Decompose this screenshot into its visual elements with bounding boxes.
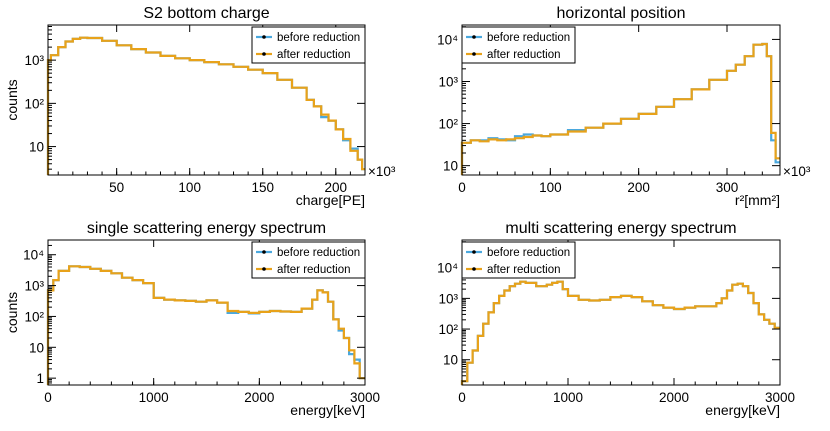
y-tick-label: 10 bbox=[29, 340, 44, 355]
legend-label: before reduction bbox=[487, 247, 570, 259]
y-axis-label: counts bbox=[4, 79, 20, 120]
series-after-reduction bbox=[46, 265, 365, 385]
y-tick-label: 10² bbox=[438, 117, 458, 132]
legend: before reduction after reduction bbox=[461, 26, 576, 64]
x-tick-label: 150 bbox=[251, 180, 274, 195]
legend-marker bbox=[472, 267, 476, 271]
y-tick-label: 10³ bbox=[24, 279, 44, 294]
x-tick-label: 300 bbox=[716, 180, 739, 195]
chart-1: 50 100 150 200 10 10² 10³ S2 bottom charge charg… bbox=[4, 5, 396, 208]
x-tick-label: 3000 bbox=[765, 390, 795, 405]
x-tick-label: 0 bbox=[44, 390, 52, 405]
y-tick-label: 10³ bbox=[24, 53, 44, 68]
x-tick-label: 0 bbox=[458, 180, 466, 195]
legend-label: before reduction bbox=[487, 32, 570, 44]
plot-frame bbox=[47, 24, 366, 176]
legend-marker bbox=[262, 35, 266, 39]
series-before-reduction bbox=[460, 42, 780, 175]
y-tick-label: 10² bbox=[438, 322, 458, 337]
x-tick-label: 0 bbox=[458, 390, 466, 405]
legend-label: after reduction bbox=[487, 49, 561, 61]
legend-label: before reduction bbox=[277, 32, 360, 44]
legend-marker bbox=[262, 52, 266, 56]
legend-box bbox=[251, 26, 366, 64]
legend-marker bbox=[472, 52, 476, 56]
plot-frame bbox=[47, 239, 366, 386]
legend-marker bbox=[472, 35, 476, 39]
legend: before reduction after reduction bbox=[251, 26, 366, 64]
x-tick-label: 200 bbox=[325, 180, 348, 195]
legend-box bbox=[461, 26, 576, 64]
x-tick-label: 3000 bbox=[350, 390, 380, 405]
chart-title: single scattering energy spectrum bbox=[87, 220, 326, 237]
legend-label: after reduction bbox=[277, 49, 351, 61]
chart-title: horizontal position bbox=[557, 5, 686, 22]
x-multiplier-label: ×10³ bbox=[783, 164, 811, 179]
legend-marker bbox=[472, 250, 476, 254]
y-tick-label: 10³ bbox=[438, 74, 458, 89]
y-axis-label: counts bbox=[4, 292, 20, 333]
x-axis-label: energy[keV] bbox=[290, 402, 365, 418]
series-after-reduction bbox=[460, 280, 780, 385]
x-tick-label: 2000 bbox=[244, 390, 274, 405]
chart-4: 0 1000 2000 3000 10 10² 10³ 10⁴ multi scattering… bbox=[437, 220, 795, 418]
plot-frame bbox=[461, 239, 781, 386]
chart-title: multi scattering energy spectrum bbox=[505, 220, 736, 237]
x-tick-label: 1000 bbox=[139, 390, 169, 405]
x-multiplier-label: ×10³ bbox=[368, 164, 396, 179]
y-tick-label: 10² bbox=[24, 96, 44, 111]
x-axis-label: energy[keV] bbox=[705, 402, 780, 418]
x-tick-label: 100 bbox=[178, 180, 201, 195]
legend-marker bbox=[262, 250, 266, 254]
x-tick-label: 2000 bbox=[659, 390, 689, 405]
x-axis-label: charge[PE] bbox=[296, 192, 365, 208]
legend-box bbox=[251, 241, 366, 279]
y-tick-label: 1 bbox=[36, 371, 44, 386]
x-tick-label: 200 bbox=[627, 180, 650, 195]
y-tick-label: 10⁴ bbox=[23, 248, 44, 263]
legend-box bbox=[461, 241, 576, 279]
series-after-reduction bbox=[460, 42, 780, 175]
legend-label: after reduction bbox=[487, 264, 561, 276]
legend-marker bbox=[262, 267, 266, 271]
y-tick-label: 10 bbox=[443, 353, 458, 368]
legend: before reduction after reduction bbox=[461, 241, 576, 279]
chart-2: 0 100 200 300 10 10² 10³ 10⁴ horizontal position… bbox=[437, 5, 811, 208]
legend: before reduction after reduction bbox=[251, 241, 366, 279]
chart-title: S2 bottom charge bbox=[143, 5, 269, 22]
y-tick-label: 10 bbox=[29, 140, 44, 155]
series-after-reduction bbox=[46, 36, 365, 175]
y-tick-label: 10³ bbox=[438, 291, 458, 306]
y-tick-label: 10² bbox=[24, 309, 44, 324]
y-tick-label: 10 bbox=[443, 159, 458, 174]
legend-label: after reduction bbox=[277, 264, 351, 276]
x-tick-label: 100 bbox=[539, 180, 562, 195]
chart-3: 0 1000 2000 3000 1 10 10² 10³ 10⁴ single scatteri… bbox=[4, 220, 380, 418]
x-tick-label: 1000 bbox=[553, 390, 583, 405]
legend-label: before reduction bbox=[277, 247, 360, 259]
x-axis-label: r²[mm²] bbox=[735, 192, 780, 208]
y-tick-label: 10⁴ bbox=[437, 32, 458, 47]
y-tick-label: 10⁴ bbox=[437, 261, 458, 276]
x-tick-label: 50 bbox=[109, 180, 124, 195]
series-before-reduction bbox=[46, 265, 365, 385]
